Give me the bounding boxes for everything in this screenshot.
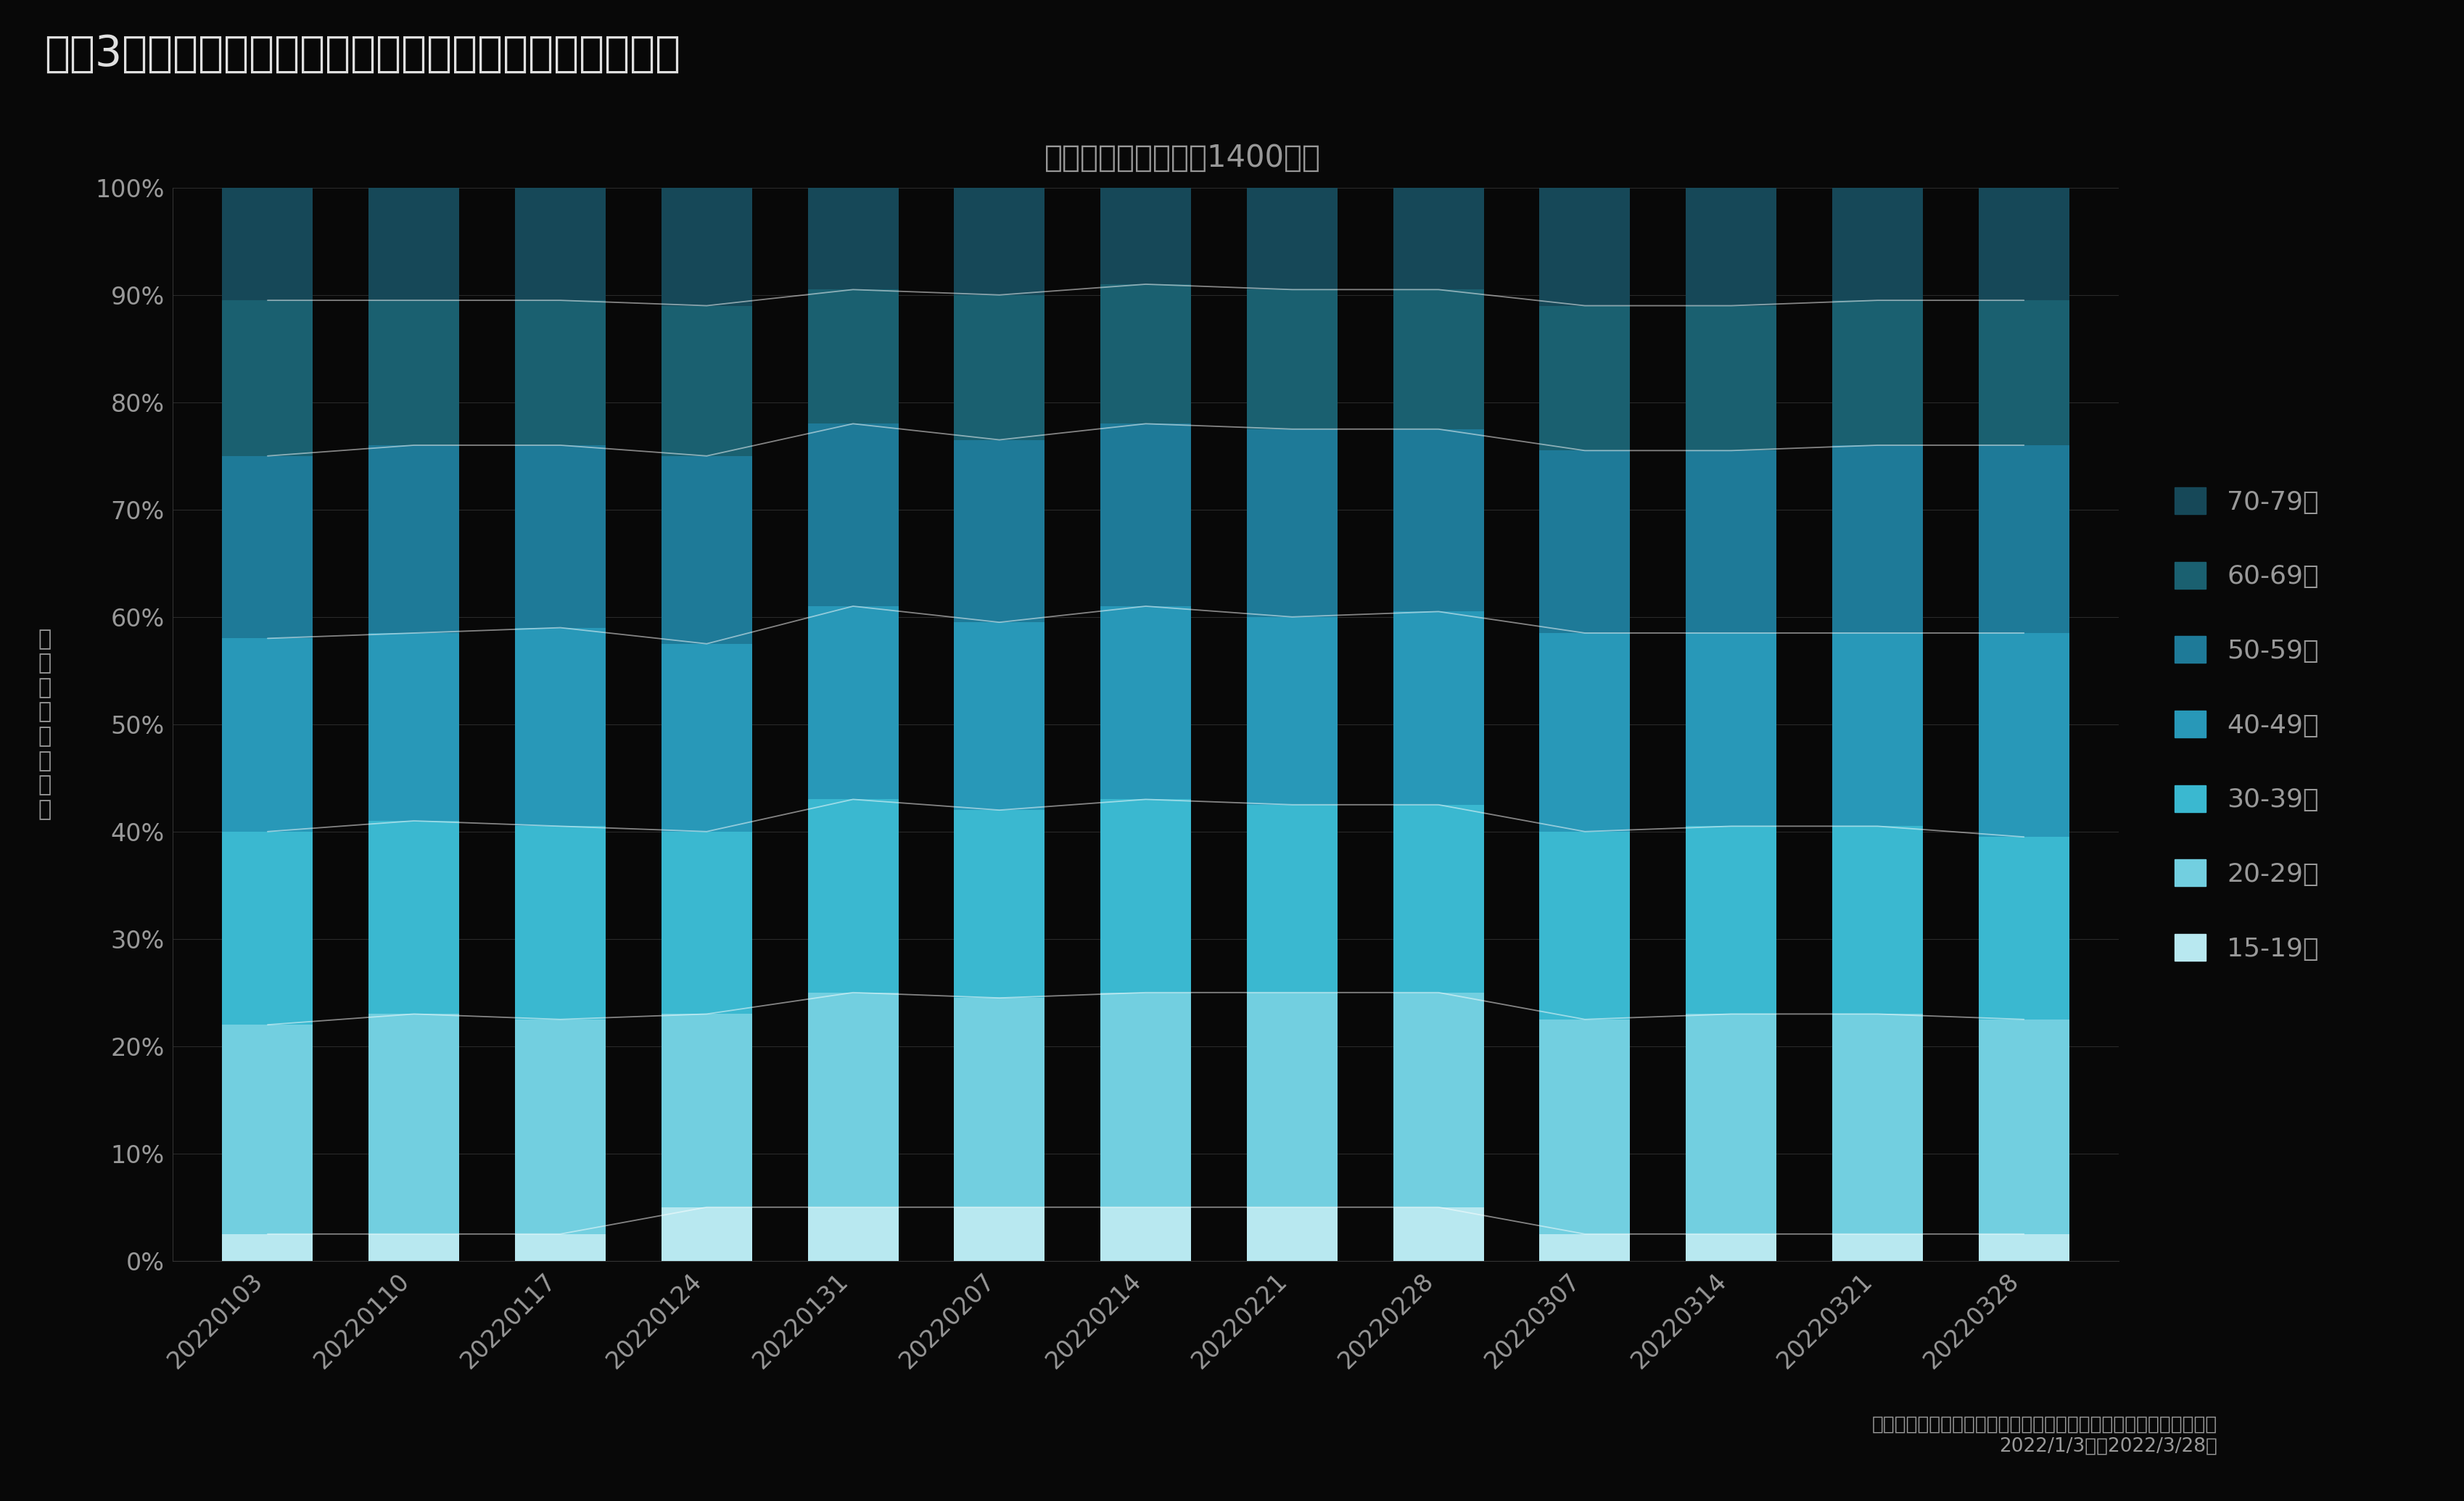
Bar xyxy=(222,1025,313,1234)
Bar xyxy=(1685,306,1777,450)
Text: データ：モバイル空間統計・国内人口分布統計（リアルタイム版）
2022/1/3週〜2022/3/28週: データ：モバイル空間統計・国内人口分布統計（リアルタイム版） 2022/1/3週… xyxy=(1873,1415,2218,1456)
Bar xyxy=(1833,188,1922,300)
Bar xyxy=(954,296,1045,440)
Bar xyxy=(1247,188,1338,290)
Bar xyxy=(1101,284,1190,423)
Bar xyxy=(1392,805,1483,992)
Bar xyxy=(1685,450,1777,633)
Bar xyxy=(1833,1234,1922,1261)
Bar xyxy=(954,1207,1045,1261)
Bar xyxy=(808,290,899,423)
Bar xyxy=(1833,633,1922,826)
Bar xyxy=(1979,300,2070,446)
Bar xyxy=(1540,633,1631,832)
Bar xyxy=(1540,450,1631,633)
Bar xyxy=(1101,992,1190,1207)
Bar xyxy=(1979,446,2070,633)
Bar xyxy=(660,306,752,456)
Bar xyxy=(660,456,752,644)
Bar xyxy=(1392,188,1483,290)
Bar xyxy=(954,623,1045,811)
Bar xyxy=(1247,429,1338,617)
Bar xyxy=(222,300,313,456)
Bar xyxy=(1247,992,1338,1207)
Bar xyxy=(1392,611,1483,805)
Bar xyxy=(1247,617,1338,805)
Bar xyxy=(808,423,899,606)
Bar xyxy=(1685,188,1777,306)
Bar xyxy=(515,627,606,826)
Bar xyxy=(370,300,458,446)
Bar xyxy=(1540,832,1631,1019)
Bar xyxy=(808,1207,899,1261)
Bar xyxy=(1979,1019,2070,1234)
Bar xyxy=(1392,1207,1483,1261)
Bar xyxy=(954,440,1045,623)
Bar xyxy=(1685,826,1777,1015)
Bar xyxy=(660,188,752,306)
Bar xyxy=(1392,992,1483,1207)
Bar xyxy=(1540,306,1631,450)
Legend: 70-79歳, 60-69歳, 50-59歳, 40-49歳, 30-39歳, 20-29歳, 15-19歳: 70-79歳, 60-69歳, 50-59歳, 40-49歳, 30-39歳, … xyxy=(2161,474,2331,974)
Bar xyxy=(1979,633,2070,838)
Bar xyxy=(1685,1015,1777,1234)
Bar xyxy=(808,606,899,800)
Bar xyxy=(1833,300,1922,446)
Bar xyxy=(954,998,1045,1207)
Bar xyxy=(954,811,1045,998)
Bar xyxy=(660,644,752,832)
Bar xyxy=(1247,805,1338,992)
Bar xyxy=(515,1234,606,1261)
Text: 上野動物園　休日・1400時台: 上野動物園 休日・1400時台 xyxy=(1045,143,1321,173)
Bar xyxy=(222,456,313,638)
Bar xyxy=(1685,1234,1777,1261)
Text: 直近3ヶ月の休日　上野動物園周辺人口年代構成比推移: 直近3ヶ月の休日 上野動物園周辺人口年代構成比推移 xyxy=(44,33,680,75)
Bar xyxy=(370,1015,458,1234)
Bar xyxy=(370,1234,458,1261)
Bar xyxy=(954,188,1045,294)
Bar xyxy=(515,446,606,627)
Bar xyxy=(370,188,458,300)
Bar xyxy=(1833,1015,1922,1234)
Bar xyxy=(515,300,606,446)
Bar xyxy=(1540,1234,1631,1261)
Bar xyxy=(370,446,458,633)
Bar xyxy=(1101,423,1190,606)
Bar xyxy=(1540,1019,1631,1234)
Bar xyxy=(1979,188,2070,300)
Bar xyxy=(1540,188,1631,306)
Bar xyxy=(222,1234,313,1261)
Bar xyxy=(808,992,899,1207)
Bar xyxy=(1685,633,1777,826)
Bar xyxy=(808,800,899,992)
Bar xyxy=(515,1019,606,1234)
Bar xyxy=(1979,838,2070,1019)
Bar xyxy=(660,1207,752,1261)
Bar xyxy=(515,188,606,300)
Bar xyxy=(1101,800,1190,992)
Bar xyxy=(1101,606,1190,800)
Y-axis label: 滞
在
者
人
口
（
人
）: 滞 在 者 人 口 （ 人 ） xyxy=(37,629,52,820)
Bar xyxy=(370,821,458,1015)
Bar xyxy=(1101,1207,1190,1261)
Bar xyxy=(660,1015,752,1207)
Bar xyxy=(660,832,752,1015)
Bar xyxy=(1392,429,1483,611)
Bar xyxy=(1833,446,1922,633)
Bar xyxy=(370,633,458,821)
Bar xyxy=(1833,826,1922,1015)
Bar xyxy=(515,826,606,1019)
Bar xyxy=(222,188,313,300)
Bar xyxy=(1979,1234,2070,1261)
Bar xyxy=(808,188,899,290)
Bar xyxy=(1247,1207,1338,1261)
Bar xyxy=(1247,290,1338,429)
Bar xyxy=(1101,188,1190,284)
Bar xyxy=(222,832,313,1025)
Bar xyxy=(1392,290,1483,429)
Bar xyxy=(222,638,313,832)
